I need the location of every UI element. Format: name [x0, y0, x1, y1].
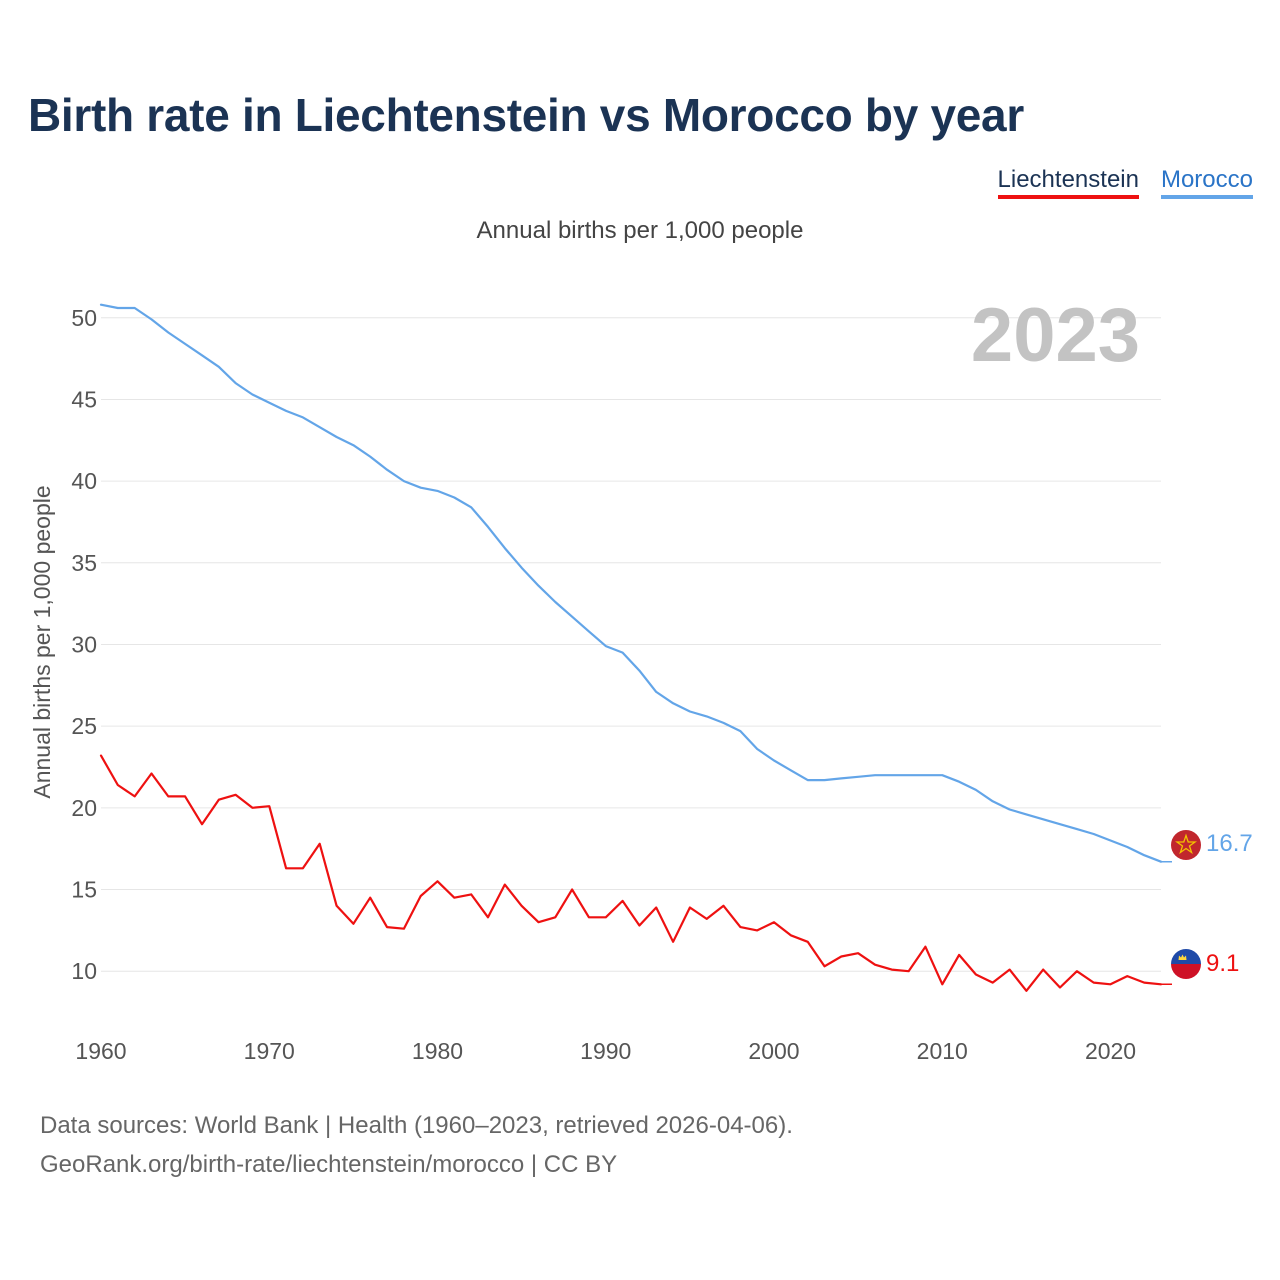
footer-url[interactable]: GeoRank.org/birth-rate/liechtenstein/mor… — [40, 1151, 618, 1178]
legend: Liechtenstein Morocco — [997, 166, 1253, 199]
gridlines — [101, 317, 1161, 972]
chart-title: Birth rate in Liechtenstein vs Morocco b… — [28, 89, 1024, 141]
x-tick-label: 2000 — [748, 1038, 799, 1064]
x-tick-label: 2010 — [917, 1038, 968, 1064]
year-watermark: 2023 — [971, 293, 1140, 378]
y-axis-ticks: 10 15 20 25 30 35 40 45 50 — [71, 305, 97, 984]
y-tick-label: 20 — [71, 795, 97, 821]
x-tick-label: 2020 — [1085, 1038, 1136, 1064]
legend-item-morocco[interactable]: Morocco — [1160, 166, 1253, 199]
y-tick-label: 10 — [71, 958, 97, 984]
series-line-liechtenstein[interactable] — [99, 754, 1163, 992]
liechtenstein-end-value: 9.1 — [1206, 950, 1239, 977]
y-tick-label: 25 — [71, 713, 97, 739]
y-tick-label: 40 — [71, 468, 97, 494]
x-tick-label: 1960 — [75, 1038, 126, 1064]
series-lines — [99, 303, 1172, 992]
series-line-morocco[interactable] — [99, 303, 1163, 863]
morocco-end-value: 16.7 — [1206, 830, 1253, 857]
x-tick-label: 1990 — [580, 1038, 631, 1064]
y-tick-label: 45 — [71, 386, 97, 412]
liechtenstein-flag-icon — [1171, 949, 1201, 979]
x-tick-label: 1980 — [412, 1038, 463, 1064]
y-axis-label: Annual births per 1,000 people — [29, 485, 55, 798]
chart-subtitle: Annual births per 1,000 people — [476, 217, 804, 244]
x-axis-ticks: 1960 1970 1980 1990 2000 2010 2020 — [75, 1038, 1136, 1064]
x-tick-label: 1970 — [244, 1038, 295, 1064]
footer: Data sources: World Bank | Health (1960–… — [40, 1106, 793, 1184]
y-tick-label: 15 — [71, 877, 97, 903]
legend-item-liechtenstein[interactable]: Liechtenstein — [997, 166, 1139, 199]
y-tick-label: 50 — [71, 305, 97, 331]
y-tick-label: 35 — [71, 550, 97, 576]
footer-sources: Data sources: World Bank | Health (1960–… — [40, 1112, 793, 1139]
morocco-flag-icon — [1171, 830, 1201, 860]
y-tick-label: 30 — [71, 631, 97, 657]
